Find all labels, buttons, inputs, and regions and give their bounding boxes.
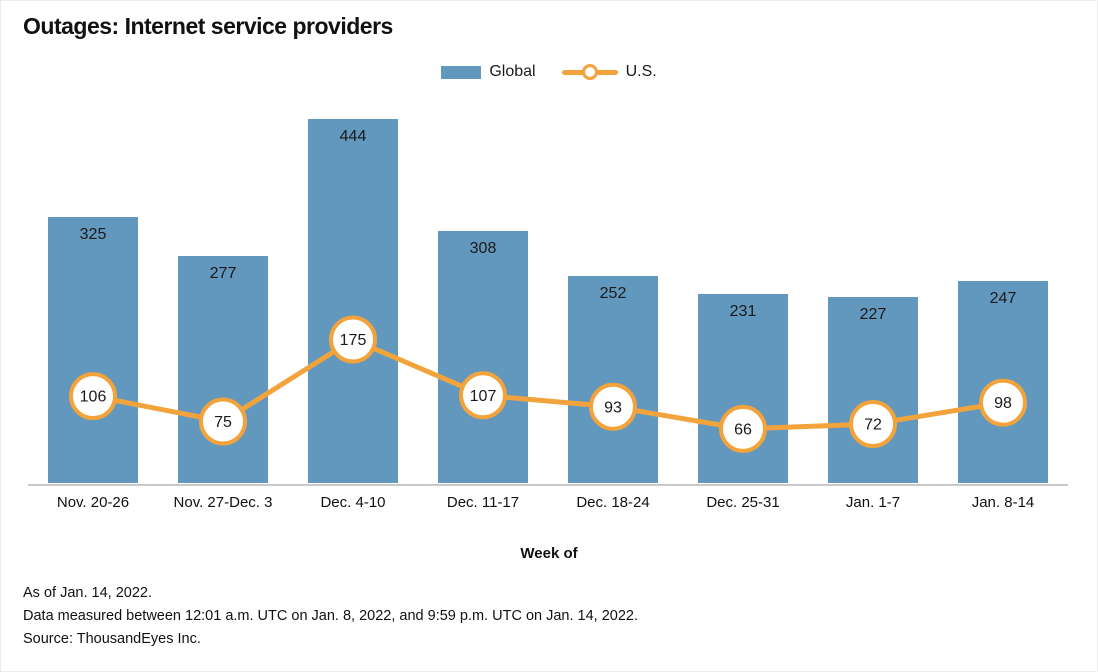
us-marker bbox=[329, 315, 377, 364]
us-value-label: 75 bbox=[214, 414, 232, 431]
us-value-label: 175 bbox=[340, 332, 367, 349]
bar-value-label: 325 bbox=[79, 225, 107, 243]
x-tick-label: Dec. 18-24 bbox=[576, 494, 650, 511]
legend-item-us: U.S. bbox=[561, 63, 657, 81]
legend-label-us: U.S. bbox=[625, 63, 657, 80]
us-value-label: 72 bbox=[864, 416, 882, 433]
us-value-label: 106 bbox=[80, 389, 107, 406]
us-value-label: 66 bbox=[734, 421, 752, 438]
footnote-measurement: Data measured between 12:01 a.m. UTC on … bbox=[23, 608, 639, 624]
bar-global: 444 bbox=[308, 119, 398, 483]
legend-item-global: Global bbox=[441, 63, 536, 81]
bar-value-label: 308 bbox=[469, 239, 497, 257]
us-marker bbox=[459, 371, 507, 420]
x-axis-title: Week of bbox=[520, 545, 578, 562]
us-marker bbox=[979, 378, 1027, 427]
footnote-source: Source: ThousandEyes Inc. bbox=[23, 631, 201, 647]
footnotes: As of Jan. 14, 2022. Data measured betwe… bbox=[23, 582, 638, 651]
us-value-label: 107 bbox=[470, 388, 497, 405]
bar-global: 247 bbox=[958, 280, 1048, 483]
bar-value-label: 444 bbox=[339, 128, 367, 145]
us-value-label: 93 bbox=[604, 399, 622, 416]
bar-value-label: 277 bbox=[209, 264, 237, 282]
chart-title: Outages: Internet service providers bbox=[23, 13, 393, 39]
bar-global: 308 bbox=[438, 230, 528, 483]
plot-area: 325 277 444 308 252 231 227 247 106 75 175 107 93 66 7… bbox=[28, 119, 1068, 486]
x-tick-label: Dec. 25-31 bbox=[706, 494, 780, 511]
x-axis-tick-labels: Nov. 20-26 Nov. 27-Dec. 3 Dec. 4-10 Dec. 11… bbox=[28, 494, 1068, 514]
bar-global: 325 bbox=[48, 216, 138, 483]
us-marker bbox=[589, 382, 637, 431]
bar-value-label: 252 bbox=[599, 285, 627, 303]
bar-global: 252 bbox=[568, 276, 658, 483]
us-marker bbox=[199, 397, 247, 446]
us-marker bbox=[719, 404, 767, 453]
legend: Global U.S. bbox=[1, 61, 1097, 83]
circle-marker-icon bbox=[581, 64, 598, 80]
bar-value-label: 247 bbox=[989, 289, 1017, 307]
x-tick-label: Dec. 4-10 bbox=[320, 494, 386, 511]
legend-label-global: Global bbox=[489, 63, 536, 80]
bar-value-label: 231 bbox=[729, 302, 757, 320]
us-value-label: 98 bbox=[994, 395, 1012, 412]
us-line-layer: 106 75 175 107 93 66 72 98 bbox=[69, 315, 1027, 453]
x-tick-label: Jan. 1-7 bbox=[845, 494, 901, 511]
x-tick-label: Nov. 27-Dec. 3 bbox=[173, 494, 273, 511]
bar-value-label: 227 bbox=[859, 305, 887, 323]
x-tick-label: Jan. 8-14 bbox=[971, 494, 1035, 511]
footnote-as-of: As of Jan. 14, 2022. bbox=[23, 585, 152, 601]
bar-global: 227 bbox=[828, 296, 918, 483]
x-tick-label: Nov. 20-26 bbox=[56, 494, 130, 511]
x-axis-line bbox=[28, 483, 1068, 486]
us-marker bbox=[849, 399, 897, 448]
line-marker-icon bbox=[561, 64, 618, 81]
x-tick-label: Dec. 11-17 bbox=[446, 494, 520, 511]
bar-swatch-icon bbox=[441, 65, 482, 79]
us-marker bbox=[69, 372, 117, 421]
